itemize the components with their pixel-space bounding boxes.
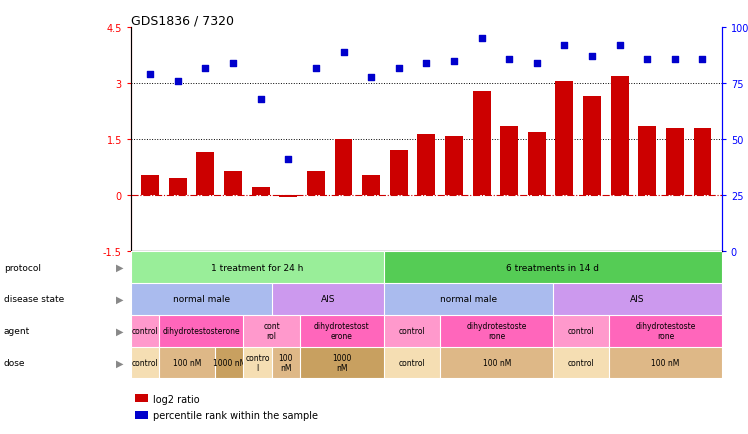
Bar bbox=[141, 175, 159, 196]
Text: ▶: ▶ bbox=[116, 358, 123, 368]
Point bbox=[696, 56, 708, 63]
Text: ▶: ▶ bbox=[116, 326, 123, 336]
Bar bbox=[610, 77, 628, 196]
Text: AIS: AIS bbox=[630, 295, 645, 304]
Bar bbox=[215, 252, 243, 283]
Point bbox=[559, 43, 571, 49]
Point bbox=[503, 56, 515, 63]
Text: protocol: protocol bbox=[4, 263, 40, 272]
Bar bbox=[610, 252, 637, 283]
Point bbox=[337, 49, 349, 56]
Bar bbox=[334, 140, 352, 196]
Text: 6 treatments in 14 d: 6 treatments in 14 d bbox=[506, 263, 599, 272]
Text: GDS1836 / 7320: GDS1836 / 7320 bbox=[131, 14, 234, 27]
Bar bbox=[187, 252, 215, 283]
Text: AIS: AIS bbox=[321, 295, 335, 304]
Point bbox=[613, 43, 625, 49]
Point bbox=[641, 56, 653, 63]
Bar bbox=[637, 252, 666, 283]
Point bbox=[586, 54, 598, 61]
Text: control: control bbox=[568, 358, 595, 367]
Bar bbox=[468, 252, 497, 283]
Text: percentile rank within the sample: percentile rank within the sample bbox=[153, 411, 319, 420]
Bar bbox=[666, 252, 693, 283]
Bar bbox=[500, 127, 518, 196]
Text: log2 ratio: log2 ratio bbox=[153, 394, 200, 404]
Text: ▶: ▶ bbox=[116, 263, 123, 273]
Bar bbox=[197, 153, 215, 196]
Bar bbox=[528, 132, 546, 196]
Bar bbox=[272, 252, 300, 283]
Bar bbox=[243, 252, 272, 283]
Bar bbox=[441, 252, 468, 283]
Point bbox=[393, 65, 405, 72]
Text: dihydrotestosterone: dihydrotestosterone bbox=[162, 326, 240, 335]
Point bbox=[200, 65, 212, 72]
Text: control: control bbox=[132, 358, 159, 367]
Bar bbox=[445, 136, 463, 196]
Text: 100
nM: 100 nM bbox=[278, 353, 293, 372]
Bar bbox=[581, 252, 610, 283]
Text: 1000
nM: 1000 nM bbox=[332, 353, 352, 372]
Bar bbox=[252, 187, 270, 196]
Text: ▶: ▶ bbox=[116, 294, 123, 304]
Point bbox=[531, 60, 543, 67]
Bar bbox=[497, 252, 525, 283]
Text: dihydrotestoste
rone: dihydrotestoste rone bbox=[467, 321, 527, 341]
Text: normal male: normal male bbox=[173, 295, 230, 304]
Point bbox=[448, 58, 460, 65]
Bar bbox=[356, 252, 384, 283]
Bar bbox=[473, 92, 491, 196]
Point bbox=[420, 60, 432, 67]
Bar bbox=[693, 129, 711, 196]
Bar bbox=[638, 127, 656, 196]
Bar bbox=[362, 175, 380, 196]
Text: disease state: disease state bbox=[4, 295, 64, 304]
Text: normal male: normal male bbox=[440, 295, 497, 304]
Bar bbox=[131, 252, 159, 283]
Text: dose: dose bbox=[4, 358, 25, 367]
Bar bbox=[693, 252, 722, 283]
Bar bbox=[412, 252, 441, 283]
Bar bbox=[328, 252, 356, 283]
Text: 1000 nM: 1000 nM bbox=[212, 358, 246, 367]
Bar bbox=[300, 252, 328, 283]
Point bbox=[227, 60, 239, 67]
Text: agent: agent bbox=[4, 326, 30, 335]
Text: control: control bbox=[399, 326, 426, 335]
Text: cont
rol: cont rol bbox=[263, 321, 280, 341]
Bar bbox=[169, 179, 187, 196]
Bar bbox=[307, 171, 325, 196]
Text: dihydrotestoste
rone: dihydrotestoste rone bbox=[635, 321, 696, 341]
Bar bbox=[553, 252, 581, 283]
Bar bbox=[556, 82, 574, 196]
Bar bbox=[525, 252, 553, 283]
Bar bbox=[390, 151, 408, 196]
Point bbox=[144, 72, 156, 79]
Point bbox=[310, 65, 322, 72]
Point bbox=[172, 79, 184, 85]
Text: control: control bbox=[132, 326, 159, 335]
Point bbox=[255, 96, 267, 103]
Bar bbox=[279, 196, 297, 198]
Bar bbox=[666, 129, 684, 196]
Bar bbox=[224, 171, 242, 196]
Point bbox=[669, 56, 681, 63]
Text: 100 nM: 100 nM bbox=[482, 358, 511, 367]
Text: 100 nM: 100 nM bbox=[173, 358, 201, 367]
Text: 1 treatment for 24 h: 1 treatment for 24 h bbox=[212, 263, 304, 272]
Text: control: control bbox=[568, 326, 595, 335]
Bar bbox=[583, 97, 601, 196]
Bar bbox=[159, 252, 187, 283]
Point bbox=[365, 74, 377, 81]
Text: 100 nM: 100 nM bbox=[652, 358, 680, 367]
Bar bbox=[384, 252, 412, 283]
Text: contro
l: contro l bbox=[245, 353, 270, 372]
Point bbox=[282, 157, 294, 164]
Bar bbox=[417, 135, 435, 196]
Text: control: control bbox=[399, 358, 426, 367]
Text: dihydrotestost
erone: dihydrotestost erone bbox=[314, 321, 370, 341]
Point bbox=[476, 36, 488, 43]
